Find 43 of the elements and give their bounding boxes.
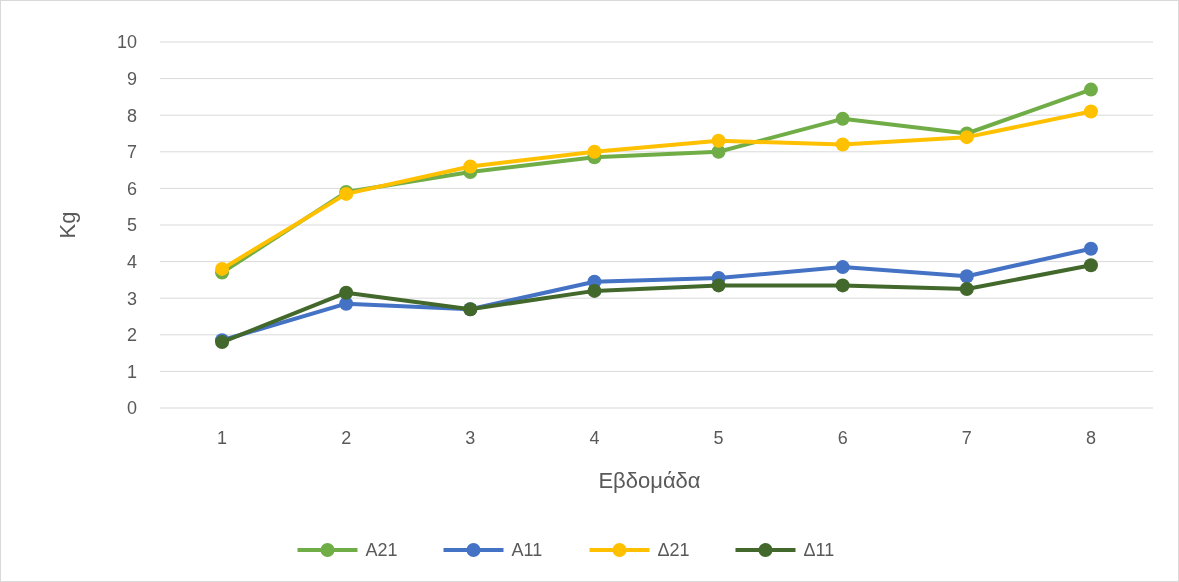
point (959, 282, 974, 297)
point (835, 111, 850, 126)
point (339, 285, 354, 300)
x-axis-title: Εβδομάδα (598, 468, 701, 493)
y-tick-label: 10 (116, 32, 137, 53)
point (711, 133, 726, 148)
y-tick-label: 9 (126, 68, 137, 89)
point (835, 260, 850, 275)
x-tick-label: 1 (217, 428, 228, 448)
y-axis-title: Kg (55, 211, 80, 239)
y-tick-label: 0 (126, 398, 137, 419)
x-tick-label: 5 (713, 428, 724, 448)
y-tick-label: 3 (126, 288, 137, 309)
point (1083, 258, 1098, 273)
point (835, 137, 850, 152)
y-tick-label: 5 (126, 215, 137, 236)
point (587, 144, 602, 159)
y-tick-label: 7 (126, 142, 137, 163)
x-tick-label: 2 (341, 428, 352, 448)
point (1083, 104, 1098, 119)
y-tick-label: 2 (126, 325, 137, 346)
legend-label: A11 (511, 540, 543, 561)
y-tick-label: 6 (126, 178, 137, 199)
point (835, 278, 850, 293)
point (1083, 241, 1098, 256)
x-tick-label: 4 (589, 428, 600, 448)
point (959, 269, 974, 284)
x-tick-label: 6 (837, 428, 848, 448)
y-tick-label: 4 (126, 251, 137, 272)
x-tick-label: 3 (465, 428, 476, 448)
point (1083, 82, 1098, 97)
point (587, 283, 602, 298)
y-tick-label: 8 (126, 105, 137, 126)
legend-label: Δ11 (803, 540, 835, 561)
legend-label: Δ21 (657, 540, 690, 561)
point (215, 261, 230, 276)
x-tick-label: 7 (961, 428, 972, 448)
x-tick-label: 8 (1085, 428, 1096, 448)
point (463, 159, 478, 174)
point (711, 278, 726, 293)
legend-label: A21 (365, 540, 398, 561)
y-tick-label: 1 (126, 361, 137, 382)
point (959, 130, 974, 145)
